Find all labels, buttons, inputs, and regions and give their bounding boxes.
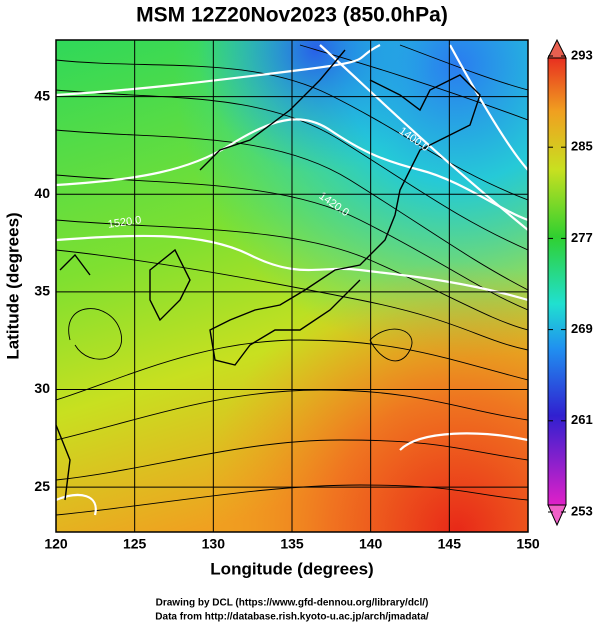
x-tick-label: 140 xyxy=(359,536,383,552)
colorbar-tick-label: 253 xyxy=(571,503,593,518)
x-tick-label: 150 xyxy=(516,536,540,552)
credit-line: Drawing by DCL (https://www.gfd-dennou.o… xyxy=(156,598,429,609)
colorbar-max-arrow xyxy=(547,38,567,59)
colorbar-tick-label: 269 xyxy=(571,321,593,336)
credit-line: Data from http://database.rish.kyoto-u.a… xyxy=(155,612,429,623)
colorbar-tick-label: 285 xyxy=(571,139,593,154)
colorbar-tick-label: 293 xyxy=(571,47,593,62)
title: MSM 12Z20Nov2023 (850.0hPa) xyxy=(136,4,448,27)
x-tick-label: 130 xyxy=(202,536,226,552)
x-tick-label: 145 xyxy=(438,536,462,552)
colorbar xyxy=(547,57,567,506)
y-tick-label: 30 xyxy=(34,380,50,396)
y-tick-label: 35 xyxy=(34,283,50,299)
y-axis-label: Latitude (degrees) xyxy=(3,212,22,359)
contour-label: 1520.0 xyxy=(107,214,142,231)
colorbar-tick-label: 277 xyxy=(571,230,593,245)
coastline xyxy=(56,49,481,501)
y-tick-label: 25 xyxy=(34,478,50,494)
colorbar-min-arrow xyxy=(547,504,567,527)
colorbar-tick-label: 261 xyxy=(571,412,593,427)
x-axis-label: Longitude (degrees) xyxy=(210,559,373,578)
y-tick-label: 40 xyxy=(34,185,50,201)
x-tick-label: 135 xyxy=(280,536,304,552)
x-tick-label: 120 xyxy=(44,536,68,552)
x-tick-label: 125 xyxy=(123,536,147,552)
y-tick-label: 45 xyxy=(34,87,50,103)
